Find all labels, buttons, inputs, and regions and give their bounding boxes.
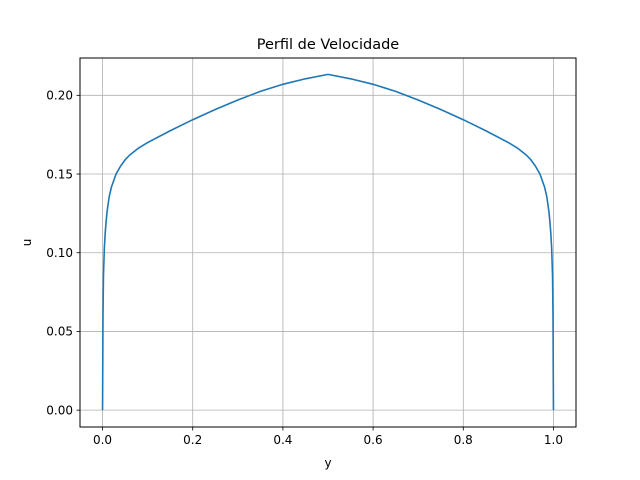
y-tick-label: 0.15 — [46, 167, 73, 181]
x-axis-label: y — [324, 456, 331, 470]
x-tick-label: 1.0 — [544, 433, 563, 447]
y-axis-label: u — [20, 239, 34, 247]
series-layer — [101, 73, 555, 411]
y-tick-label: 0.10 — [46, 246, 73, 260]
x-tick-label: 0.4 — [273, 433, 292, 447]
y-tick-label: 0.20 — [46, 89, 73, 103]
x-tick-label: 0.8 — [454, 433, 473, 447]
y-tick-label: 0.05 — [46, 325, 73, 339]
chart-title: Perfil de Velocidade — [257, 37, 400, 53]
x-tick-label: 0.0 — [93, 433, 112, 447]
x-tick-label: 0.2 — [183, 433, 202, 447]
y-axis: 0.00 0.05 0.10 0.15 0.20 — [46, 89, 80, 417]
plot-frame — [79, 57, 577, 428]
series-line-0 — [101, 73, 555, 411]
x-axis: 0.0 0.2 0.4 0.6 0.8 1.0 — [93, 427, 563, 447]
x-tick-label: 0.6 — [364, 433, 383, 447]
y-tick-label: 0.00 — [46, 403, 73, 417]
